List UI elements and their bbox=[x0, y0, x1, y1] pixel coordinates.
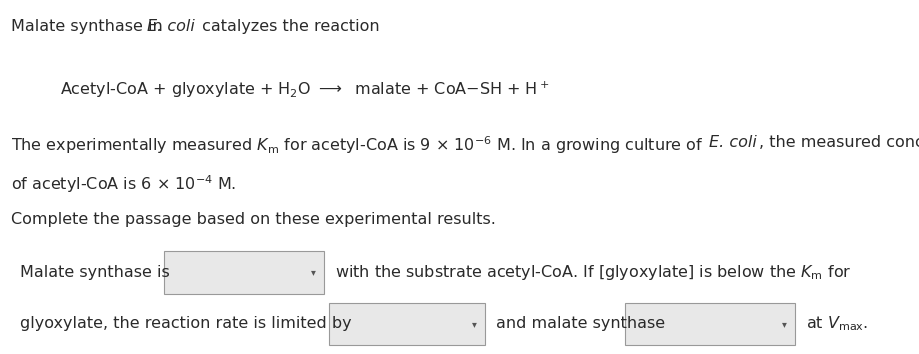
Text: The experimentally measured $K_\mathrm{m}$ for acetyl-CoA is 9 $\times$ 10$^{-6}: The experimentally measured $K_\mathrm{m… bbox=[11, 135, 704, 156]
Text: , the measured concentration: , the measured concentration bbox=[759, 135, 919, 149]
Bar bbox=[625, 303, 795, 345]
Text: of acetyl-CoA is 6 $\times$ 10$^{-4}$ M.: of acetyl-CoA is 6 $\times$ 10$^{-4}$ M. bbox=[11, 173, 236, 195]
Bar bbox=[164, 251, 324, 294]
Text: catalyzes the reaction: catalyzes the reaction bbox=[197, 19, 380, 34]
Text: E. coli: E. coli bbox=[709, 135, 757, 149]
Text: Malate synthase in: Malate synthase in bbox=[11, 19, 168, 34]
Text: ▾: ▾ bbox=[471, 319, 477, 329]
Bar bbox=[329, 303, 485, 345]
Text: ▾: ▾ bbox=[311, 268, 316, 278]
Text: at $V_\mathrm{max}$.: at $V_\mathrm{max}$. bbox=[806, 315, 868, 333]
Text: ▾: ▾ bbox=[781, 319, 787, 329]
Text: E. coli: E. coli bbox=[147, 19, 195, 34]
Text: glyoxylate, the reaction rate is limited by: glyoxylate, the reaction rate is limited… bbox=[20, 316, 352, 331]
Text: Complete the passage based on these experimental results.: Complete the passage based on these expe… bbox=[11, 212, 496, 227]
Text: Acetyl-CoA + glyoxylate + H$_2$O $\longrightarrow$  malate + CoA$-$SH + H$^+$: Acetyl-CoA + glyoxylate + H$_2$O $\longr… bbox=[60, 80, 550, 100]
Text: Malate synthase is: Malate synthase is bbox=[20, 265, 170, 280]
Text: and malate synthase: and malate synthase bbox=[496, 316, 665, 331]
Text: with the substrate acetyl-CoA. If [glyoxylate] is below the $K_\mathrm{m}$ for: with the substrate acetyl-CoA. If [glyox… bbox=[335, 263, 852, 282]
